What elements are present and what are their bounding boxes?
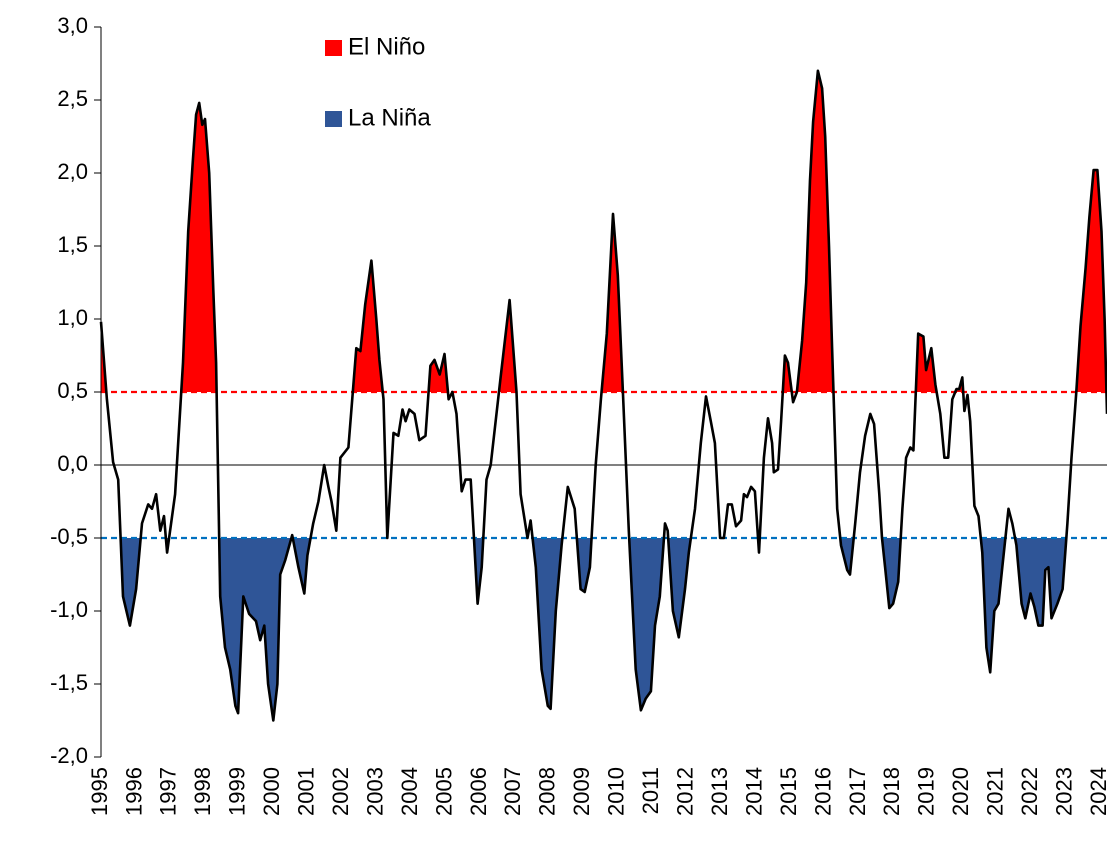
x-tick-label: 2013	[707, 767, 732, 816]
legend-swatch	[325, 111, 342, 127]
legend-swatch	[325, 40, 342, 56]
x-tick-label: 2015	[776, 767, 801, 816]
y-tick-label: 1,0	[57, 305, 88, 330]
threshold-area	[101, 538, 1107, 721]
x-tick-label: 2001	[294, 767, 319, 816]
y-tick-label: -2,0	[50, 743, 88, 768]
y-tick-label: -1,5	[50, 670, 88, 695]
x-tick-label: 2004	[397, 767, 422, 816]
line	[99, 69, 1107, 722]
threshold-area	[101, 70, 1107, 392]
x-tick-label: 2020	[948, 767, 973, 816]
x-tick-label: 2007	[500, 767, 525, 816]
x-tick-label: 1995	[87, 767, 112, 816]
y-tick-label: -0,5	[50, 524, 88, 549]
x-tick-label: 1997	[156, 767, 181, 816]
x-tick-label: 2010	[604, 767, 629, 816]
x-tick-label: 2012	[672, 767, 697, 816]
x-tick-label: 1998	[190, 767, 215, 816]
x-tick-label: 2002	[328, 767, 353, 816]
x-tick-label: 2019	[914, 767, 939, 816]
x-tick-label: 2006	[466, 767, 491, 816]
x-tick-label: 2014	[741, 767, 766, 816]
y-tick-label: 1,5	[57, 232, 88, 257]
x-tick-label: 2000	[259, 767, 284, 816]
y-tick-label: 0,5	[57, 378, 88, 403]
x-tick-label: 2003	[362, 767, 387, 816]
x-tick-label: 1999	[225, 767, 250, 816]
y-tick-label: 3,0	[57, 13, 88, 38]
x-tick-label: 2017	[845, 767, 870, 816]
x-tick-label: 2021	[983, 767, 1008, 816]
x-tick-label: 2005	[431, 767, 456, 816]
y-tick-label: -1,0	[50, 597, 88, 622]
y-tick-label: 0,0	[57, 451, 88, 476]
x-tick-label: 2008	[535, 767, 560, 816]
legend-label: El Niño	[348, 33, 425, 60]
y-tick-label: 2,5	[57, 86, 88, 111]
x-tick-label: 2018	[879, 767, 904, 816]
legend-label: La Niña	[348, 104, 431, 131]
y-tick-label: 2,0	[57, 159, 88, 184]
x-tick-label: 2016	[810, 767, 835, 816]
x-tick-label: 2023	[1051, 767, 1076, 816]
x-tick-label: 2024	[1086, 767, 1107, 816]
x-tick-label: 2009	[569, 767, 594, 816]
x-tick-label: 2022	[1017, 767, 1042, 816]
x-tick-label: 1996	[121, 767, 146, 816]
x-tick-label: 2011	[638, 767, 663, 814]
